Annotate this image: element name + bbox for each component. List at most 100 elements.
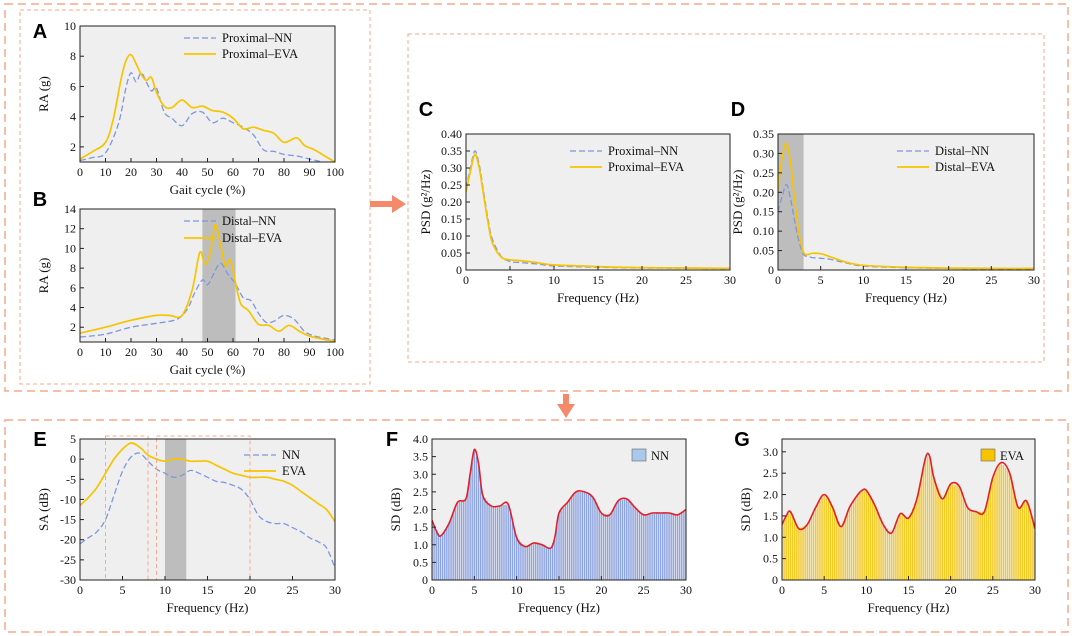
y-tick-label: 10 — [64, 241, 76, 255]
frame-bottom — [4, 419, 1069, 633]
y-tick-label: 0.30 — [753, 146, 774, 160]
panel-label: D — [731, 99, 745, 121]
x-tick-label: 15 — [903, 583, 915, 597]
x-tick-label: 100 — [326, 165, 344, 179]
chart-panel-b: 0 10 20 30 40 50 60 70 80 90 100 2 4 6 8 10 12 14 Gait cyc… — [33, 189, 344, 377]
x-tick-label: 15 — [900, 273, 912, 287]
y-tick-label: 0.05 — [441, 246, 462, 260]
y-tick-label: 0.10 — [441, 229, 462, 243]
x-tick-label: 30 — [680, 583, 692, 597]
x-tick-label: 30 — [1029, 583, 1041, 597]
series-line-distal-eva — [80, 223, 335, 342]
x-tick-label: 10 — [511, 583, 523, 597]
y-tick-label: 4 — [70, 110, 76, 124]
x-tick-label: 80 — [278, 345, 290, 359]
legend-label: Proximal–EVA — [608, 160, 684, 174]
series-line-proximal-eva — [466, 153, 730, 270]
y-axis-label: PSD (g²/Hz) — [418, 170, 433, 235]
x-tick-label: 70 — [253, 165, 265, 179]
y-tick-label: -20 — [60, 533, 76, 547]
area-bars — [432, 449, 686, 580]
x-tick-label: 60 — [227, 345, 239, 359]
x-tick-label: 15 — [592, 273, 604, 287]
y-tick-label: 0 — [422, 573, 428, 587]
y-tick-label: 10 — [64, 19, 76, 33]
y-tick-label: 2.5 — [413, 485, 428, 499]
y-axis-label: RA (g) — [36, 258, 51, 294]
x-tick-label: 10 — [100, 165, 112, 179]
x-tick-label: 0 — [77, 345, 83, 359]
y-tick-label: 0.35 — [753, 127, 774, 141]
y-tick-label: 2.0 — [763, 488, 778, 502]
y-tick-label: 2.0 — [413, 503, 428, 517]
frame-ab — [19, 9, 371, 385]
x-tick-label: 40 — [176, 345, 188, 359]
panel-label: A — [33, 21, 47, 43]
y-tick-label: 3.0 — [763, 445, 778, 459]
y-tick-label: 1.5 — [413, 520, 428, 534]
y-tick-label: 0.15 — [753, 205, 774, 219]
y-tick-label: 0.30 — [441, 161, 462, 175]
chart-panel-a: 0 10 20 30 40 50 60 70 80 90 100 2 4 6 8 10 Gait cycle (… — [33, 19, 344, 197]
x-tick-label: 0 — [463, 273, 469, 287]
series-line-proximal-eva — [80, 53, 335, 162]
y-tick-label: 0.40 — [441, 127, 462, 141]
highlight-band — [165, 439, 187, 580]
x-tick-label: 20 — [244, 583, 256, 597]
x-axis-label: Frequency (Hz) — [518, 600, 600, 615]
plot-area — [466, 150, 730, 270]
plot-area — [80, 53, 335, 162]
legend-label: EVA — [1000, 449, 1024, 463]
x-axis-label: Gait cycle (%) — [170, 362, 246, 377]
y-tick-label: 0.25 — [441, 178, 462, 192]
x-tick-label: 25 — [638, 583, 650, 597]
focus-box-2 — [156, 435, 251, 581]
y-tick-label: -15 — [60, 513, 76, 527]
y-tick-label: 3.5 — [413, 450, 428, 464]
y-tick-label: 0.20 — [441, 195, 462, 209]
y-tick-label: 1.5 — [763, 509, 778, 523]
x-tick-label: 10 — [860, 583, 872, 597]
x-tick-label: 20 — [945, 583, 957, 597]
x-tick-label: 90 — [304, 165, 316, 179]
y-tick-label: 0 — [70, 452, 76, 466]
legend-label: Proximal–EVA — [222, 47, 298, 61]
plot-background — [466, 134, 730, 270]
x-tick-label: 5 — [120, 583, 126, 597]
plot-area — [80, 442, 335, 569]
x-tick-label: 30 — [151, 345, 163, 359]
legend-label: Distal–EVA — [222, 231, 282, 245]
legend-label: Proximal–NN — [222, 31, 292, 45]
legend-label: Distal–NN — [222, 214, 276, 228]
area-bars — [782, 456, 1035, 580]
y-axis-label: SA (dB) — [36, 488, 51, 531]
x-tick-label: 0 — [429, 583, 435, 597]
chart-panel-g: 0 5 10 15 20 25 30 0 0.5 1.0 1.5 2.0 2.5 3.0 Frequency… — [734, 429, 1041, 615]
plot-area — [782, 452, 1035, 580]
legend-label: Proximal–NN — [608, 144, 678, 158]
y-axis-label: PSD (g²/Hz) — [730, 170, 745, 235]
x-tick-label: 5 — [818, 273, 824, 287]
x-tick-label: 25 — [287, 583, 299, 597]
series-line-nn — [80, 452, 335, 569]
y-tick-label: 0 — [456, 263, 462, 277]
x-tick-label: 0 — [779, 583, 785, 597]
chart-panel-c: 0 5 10 15 20 25 3000.050.100.150.200.250.300.3… — [418, 99, 736, 305]
series-outline-nn — [432, 448, 686, 550]
highlight-band — [202, 209, 236, 342]
y-tick-label: 0.10 — [753, 224, 774, 238]
arrow-right — [370, 195, 406, 213]
x-tick-label: 20 — [636, 273, 648, 287]
y-tick-label: 4 — [70, 301, 76, 315]
chart-panel-e: 0 5 10 15 20 25 30 -30 -25 -20 -15 -10 -5 0 5 Frequency… — [33, 429, 341, 615]
y-tick-label: 2 — [70, 140, 76, 154]
series-outline-eva — [782, 452, 1035, 535]
y-tick-label: -25 — [60, 553, 76, 567]
frame-cd — [407, 33, 1045, 363]
x-tick-label: 20 — [943, 273, 955, 287]
y-tick-label: 0.15 — [441, 212, 462, 226]
legend-label: Distal–EVA — [935, 160, 995, 174]
y-tick-label: 6 — [70, 79, 76, 93]
y-tick-label: 0.5 — [413, 555, 428, 569]
